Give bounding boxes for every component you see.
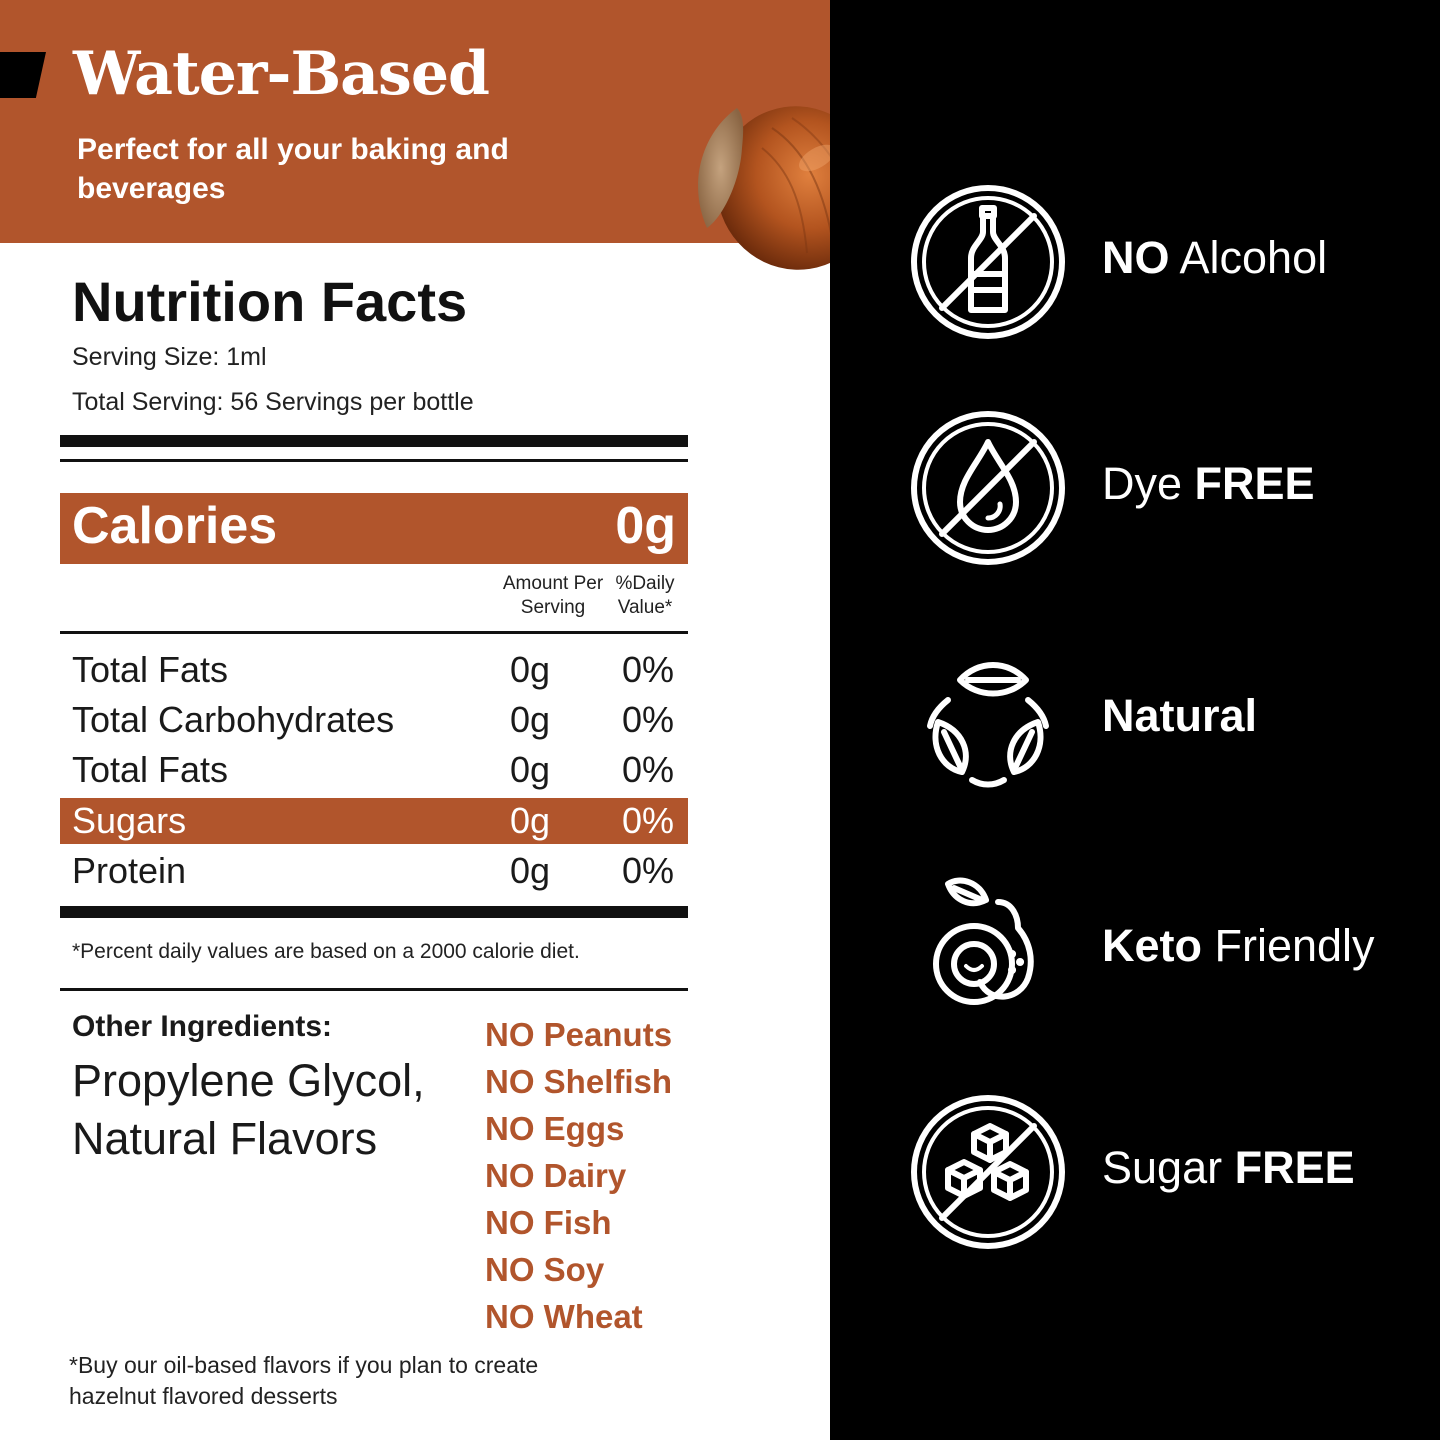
feature-label: Keto Friendly [1102,920,1375,971]
nutrient-amount: 0g [510,699,551,740]
oil-based-note: *Buy our oil-based flavors if you plan t… [69,1352,539,1409]
nutrient-daily-value: 0% [621,800,674,841]
divider-header [60,631,688,634]
column-header-daily-value: %Daily Value* [615,573,675,618]
nutrient-row: Protein 0g 0% [60,848,688,894]
natural-leaves-icon [927,662,1049,788]
feature-label: NO Alcohol [1102,232,1328,283]
header-title: Water-Based [73,39,490,109]
nutrient-row: Total Carbohydrates 0g 0% [60,697,688,743]
divider-thick [60,435,688,447]
allergen-item: NO Peanuts [485,1016,673,1053]
total-serving: Total Serving: 56 Servings per bottle [72,388,474,416]
divider-bottom-thick [60,906,688,918]
nutrient-amount: 0g [510,749,551,790]
other-ingredients-label: Other Ingredients: [72,1010,333,1043]
feature-sugar-free: Sugar FREE [830,1092,1440,1262]
allergen-item: NO Shelfish [485,1063,673,1100]
feature-natural: Natural [830,640,1440,810]
daily-value-footnote: *Percent daily values are based on a 200… [72,940,580,963]
nutrient-name: Total Carbohydrates [72,699,395,740]
keto-avocado-icon [933,877,1034,1005]
calories-value: 0g [615,497,676,555]
nutrient-row: Total Fats 0g 0% [60,647,688,693]
allergen-item: NO Eggs [485,1110,625,1147]
nutrient-name: Protein [72,850,187,891]
nutrient-daily-value: 0% [621,749,674,790]
serving-size: Serving Size: 1ml [72,343,267,371]
feature-keto-friendly: Keto Friendly [830,870,1440,1040]
nutrient-name: Total Fats [72,649,229,690]
allergen-item: NO Soy [485,1251,605,1288]
calories-label: Calories [72,497,278,555]
header-flag-decoration [0,52,46,98]
allergen-item: NO Dairy [485,1157,627,1194]
other-ingredients-text: Propylene Glycol, Natural Flavors [72,1055,425,1164]
nutrient-amount: 0g [510,800,551,841]
nutrient-name: Total Fats [72,749,229,790]
feature-label: Dye FREE [1102,458,1315,509]
dye-free-icon [911,411,1065,565]
feature-no-alcohol: NO Alcohol [830,182,1440,352]
allergen-item: NO Wheat [485,1298,643,1335]
nutrient-name: Sugars [72,800,187,841]
nutrition-facts-title: Nutrition Facts [72,270,468,333]
feature-label: Natural [1102,690,1258,741]
sugar-free-icon [911,1095,1065,1249]
nutrient-daily-value: 0% [621,649,674,690]
nutrition-panel: Water-Based Perfect for all your baking … [0,0,878,1409]
allergen-item: NO Fish [485,1204,612,1241]
column-header-amount: Amount Per Serving [502,573,604,618]
nutrient-amount: 0g [510,850,551,891]
no-alcohol-icon [911,185,1065,339]
nutrient-amount: 0g [510,649,551,690]
nutrient-row-highlighted: Sugars 0g 0% [60,798,688,844]
nutrient-daily-value: 0% [621,850,674,891]
divider-ingredients [60,988,688,991]
features-panel: NO Alcohol Dye FREE [830,0,1440,1440]
allergen-list: NO Peanuts NO Shelfish NO Eggs NO Dairy … [485,1011,672,1340]
divider-thin [60,459,688,462]
header-banner: Water-Based Perfect for all your baking … [0,0,830,243]
nutrient-row: Total Fats 0g 0% [60,747,688,793]
header-subtitle: Perfect for all your baking and beverage… [77,133,509,205]
nutrient-daily-value: 0% [621,699,674,740]
calories-row: Calories 0g [60,493,688,564]
feature-label: Sugar FREE [1102,1142,1355,1193]
feature-dye-free: Dye FREE [830,408,1440,578]
